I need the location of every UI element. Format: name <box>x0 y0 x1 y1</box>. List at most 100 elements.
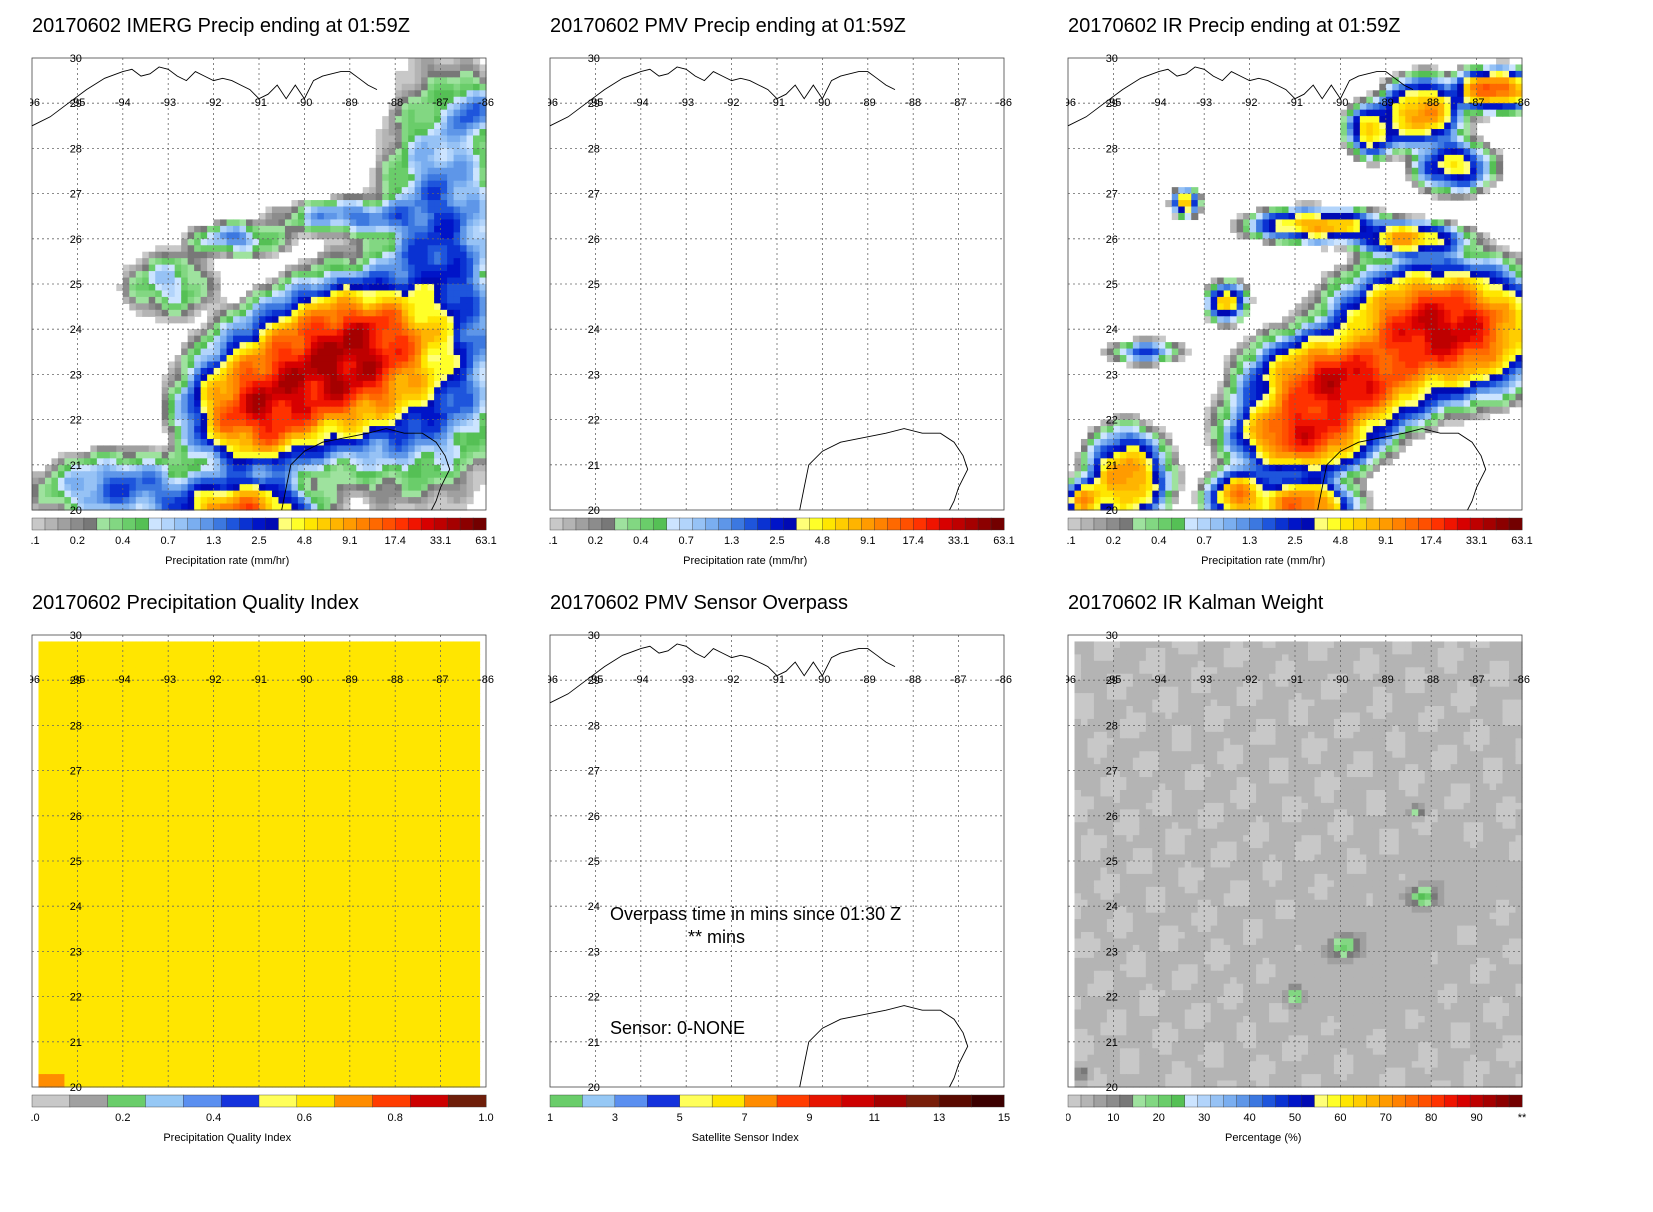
colorbar-swatch <box>1482 1094 1497 1108</box>
colorbar-swatch <box>575 517 590 531</box>
colorbar-swatch <box>614 1094 648 1108</box>
colorbar-swatch <box>692 517 707 531</box>
lat-tick-label: 23 <box>1106 369 1118 381</box>
lat-tick-label: 25 <box>70 856 82 868</box>
lon-tick-label: -86 <box>996 674 1012 686</box>
colorbar-swatch <box>1443 517 1458 531</box>
lat-tick-label: 23 <box>70 946 82 958</box>
colorbar-swatch <box>1431 1094 1445 1108</box>
map-plot: -96 -95 -94 -93 -92 -91 -90 -89 -88 -87 -86 30 29 28 2… <box>548 630 1012 1144</box>
lon-tick-label: -87 <box>433 97 449 109</box>
colorbar-tick-label: 2.5 <box>769 535 784 547</box>
colorbar-swatch <box>614 517 629 531</box>
lon-tick-label: -87 <box>951 97 967 109</box>
colorbar-tick-label: 33.1 <box>1466 535 1487 547</box>
colorbar-tick-label: 40 <box>1243 1112 1255 1124</box>
colorbar-tick-label: 9.1 <box>1378 535 1393 547</box>
colorbar-swatch <box>57 517 72 531</box>
colorbar-swatch <box>1275 1094 1290 1108</box>
lon-tick-label: -95 <box>69 674 85 686</box>
colorbar-label: Precipitation rate (mm/hr) <box>1201 555 1325 567</box>
lat-tick-label: 30 <box>1106 630 1118 642</box>
colorbar-swatch <box>109 517 124 531</box>
colorbar-swatch <box>647 1094 681 1108</box>
colorbar-swatch <box>135 517 150 531</box>
colorbar-tick-label: 20 <box>1153 1112 1165 1124</box>
lat-tick-label: 21 <box>588 460 600 472</box>
colorbar-tick-label: 4.8 <box>297 535 312 547</box>
colorbar-swatch <box>1184 517 1199 531</box>
colorbar-swatch <box>1314 517 1328 531</box>
field-layer <box>1074 641 1523 1088</box>
lat-tick-label: 27 <box>588 766 600 778</box>
colorbar: 0 10 20 30 40 50 60 70 80 90 ** Percentage (%) <box>1066 1094 1527 1144</box>
lat-tick-label: 29 <box>70 98 82 110</box>
lon-tick-label: -86 <box>1514 674 1530 686</box>
lon-tick-label: -91 <box>769 97 785 109</box>
panel-sensor: 20170602 PMV Sensor Overpass -96 -95 -94 -93… <box>548 577 1088 1167</box>
colorbar-swatch <box>1119 517 1134 531</box>
colorbar-swatch <box>874 517 888 531</box>
lon-tick-label: -91 <box>251 674 267 686</box>
plot-frame <box>1067 57 1523 511</box>
colorbar-tick-label: 1 <box>548 1112 553 1124</box>
colorbar-swatch <box>1301 517 1315 531</box>
plot-frame <box>1067 634 1523 1088</box>
colorbar-swatch <box>1469 517 1484 531</box>
lon-tick-label: -90 <box>814 97 830 109</box>
lat-tick-label: 28 <box>70 143 82 155</box>
colorbar-swatch <box>1132 517 1147 531</box>
lon-tick-label: -91 <box>1287 674 1303 686</box>
colorbar-tick-label: 0.1 <box>1066 535 1076 547</box>
lat-tick-label: 20 <box>588 1082 600 1094</box>
colorbar-swatch <box>1508 517 1523 531</box>
lat-tick-label: 24 <box>70 324 82 336</box>
colorbar-tick-label: 11 <box>869 1112 880 1124</box>
lon-tick-label: -87 <box>1469 674 1485 686</box>
lat-tick-label: 26 <box>588 234 600 246</box>
colorbar-tick-label: 9.1 <box>860 535 875 547</box>
colorbar-label: Precipitation rate (mm/hr) <box>683 555 807 567</box>
colorbar-swatch <box>913 517 927 531</box>
colorbar-swatch <box>1314 1094 1328 1108</box>
colorbar-swatch <box>938 1094 973 1108</box>
lon-tick-label: -94 <box>1151 674 1167 686</box>
lat-tick-label: 21 <box>70 1037 82 1049</box>
lat-tick-label: 27 <box>1106 189 1118 201</box>
colorbar-tick-label: 0.2 <box>115 1112 130 1124</box>
lat-tick-label: 25 <box>1106 279 1118 291</box>
colorbar-swatch <box>334 1094 374 1108</box>
lat-tick-label: 20 <box>1106 1082 1118 1094</box>
lon-tick-label: -88 <box>1423 97 1439 109</box>
colorbar-swatch <box>70 517 85 531</box>
lon-tick-label: -95 <box>69 97 85 109</box>
colorbar-swatch <box>562 517 577 531</box>
colorbar-tick-label: 0.7 <box>161 535 176 547</box>
lat-tick-label: 26 <box>70 234 82 246</box>
colorbar-swatch <box>835 517 849 531</box>
colorbar-swatch <box>1366 517 1380 531</box>
grid <box>550 635 1004 1087</box>
lat-tick-label: 23 <box>588 369 600 381</box>
colorbar-swatch <box>1249 517 1264 531</box>
colorbar-swatch <box>744 1094 778 1108</box>
lat-tick-label: 24 <box>588 324 600 336</box>
colorbar-tick-label: 0.8 <box>388 1112 403 1124</box>
coastline <box>1067 66 1414 127</box>
colorbar-swatch <box>1262 1094 1277 1108</box>
lon-tick-label: -91 <box>251 97 267 109</box>
colorbar-swatch <box>1223 1094 1238 1108</box>
lon-tick-label: -93 <box>160 97 176 109</box>
lon-tick-label: -94 <box>115 97 131 109</box>
map-plot: -96 -95 -94 -93 -92 -91 -90 -89 -88 -87 -86 30 29 28 2… <box>1066 53 1533 567</box>
colorbar-swatch <box>69 1094 109 1108</box>
colorbar-swatch <box>1340 1094 1354 1108</box>
lon-tick-label: -88 <box>387 97 403 109</box>
lat-tick-label: 27 <box>1106 766 1118 778</box>
colorbar-swatch <box>472 517 487 531</box>
colorbar-swatch <box>1353 517 1367 531</box>
colorbar-swatch <box>1288 517 1302 531</box>
plot-frame <box>31 634 487 1088</box>
colorbar-tick-label: 60 <box>1334 1112 1346 1124</box>
lat-tick-label: 25 <box>588 856 600 868</box>
